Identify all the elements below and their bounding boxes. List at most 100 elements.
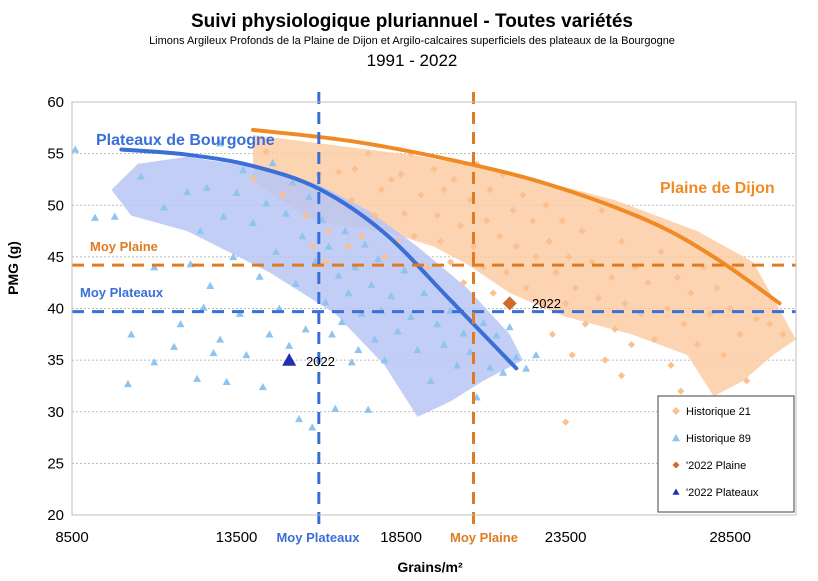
historique-89-point: [354, 345, 363, 353]
historique-89-point: [137, 172, 146, 180]
historique-21-point: [302, 211, 310, 220]
legend-marker-historique-89: [672, 434, 680, 442]
legend-entry-label: '2022 Plateaux: [686, 487, 759, 499]
historique-89-point: [505, 323, 514, 331]
historique-89-point: [150, 263, 159, 271]
historique-89-point: [522, 364, 531, 372]
historique-21-point: [766, 320, 774, 328]
historique-89-point: [426, 376, 435, 384]
plateaux-2022-label: 2022: [306, 354, 335, 369]
historique-21-point: [469, 242, 478, 251]
historique-89-point: [324, 242, 333, 250]
chart-subtitle: Limons Argileux Profonds de la Plaine de…: [149, 35, 675, 47]
historique-89-point: [364, 405, 373, 413]
historique-89-point: [295, 414, 304, 423]
historique-21-point: [486, 186, 494, 194]
historique-89-point: [453, 361, 462, 369]
historique-21-point: [397, 170, 405, 178]
historique-21-point: [450, 175, 458, 184]
historique-89-point: [291, 279, 300, 287]
series-2022: [282, 296, 517, 366]
legend-entry-label: Historique 89: [686, 433, 751, 445]
historique-89-point: [400, 266, 409, 274]
historique-21-point: [371, 211, 379, 220]
moy-plaine-pmg-label: Moy Plaine: [90, 239, 158, 254]
historique-21-point: [726, 304, 734, 313]
historique-89-point: [202, 183, 211, 191]
historique-89-point: [262, 199, 271, 207]
moy-plateaux-grains-label: Moy Plateaux: [276, 530, 360, 545]
historique-89-point: [281, 209, 290, 217]
historique-21-point: [502, 268, 510, 276]
historique-89-point: [265, 330, 274, 338]
historique-21-point: [423, 263, 432, 271]
historique-21-point: [358, 232, 366, 240]
historique-89-point: [512, 353, 521, 361]
historique-21-point: [588, 258, 596, 266]
plateaux-trend-curve: [119, 147, 519, 371]
historique-89-point: [170, 342, 179, 350]
historique-21-point: [460, 279, 468, 287]
historique-21-point: [430, 165, 438, 173]
y-tick-label: 50: [47, 197, 64, 214]
historique-21-point: [657, 248, 665, 256]
y-tick-label: 20: [47, 507, 64, 524]
historique-21-point: [621, 299, 629, 307]
historique-21-point: [532, 253, 540, 261]
historique-21-point: [325, 227, 333, 235]
historique-21-point: [344, 242, 353, 251]
historique-21-point: [598, 206, 606, 215]
historique-89-point: [321, 298, 330, 306]
plaine-curve-label: Plaine de Dijon: [660, 180, 775, 197]
historique-21-point: [279, 191, 287, 199]
historique-89-point: [344, 289, 353, 297]
y-tick-label: 25: [47, 455, 64, 472]
historique-89-point: [439, 340, 448, 348]
plaine-2022-label: 2022: [532, 296, 561, 311]
plaine-trend-curve: [251, 127, 782, 306]
historique-21-point: [611, 325, 619, 333]
historique-21-point: [677, 387, 685, 395]
historique-89-point: [387, 292, 396, 300]
historique-89-point: [413, 345, 422, 353]
historique-89-point: [367, 280, 376, 288]
plaine-band: [253, 135, 796, 397]
historique-21-point: [334, 168, 343, 176]
historique-89-point: [337, 317, 346, 326]
historique-89-point: [341, 227, 350, 235]
historique-89-point: [176, 319, 185, 328]
historique-89-point: [258, 382, 267, 391]
historique-21-point: [433, 211, 441, 220]
historique-21-point: [650, 335, 659, 344]
x-tick-label: 13500: [216, 529, 258, 546]
historique-89-point: [123, 379, 132, 388]
historique-21-point: [529, 217, 537, 225]
y-tick-label: 35: [47, 352, 64, 369]
historique-89-point: [288, 178, 297, 186]
historique-21-point: [779, 330, 787, 338]
historique-21-point: [673, 273, 682, 282]
historique-89-point: [275, 304, 284, 312]
historique-89-point: [334, 271, 343, 279]
y-tick-label: 40: [47, 301, 64, 318]
legend-entry-label: Historique 21: [686, 406, 751, 418]
historique-89-point: [239, 166, 248, 174]
historique-89-point: [351, 263, 360, 271]
historique-89-point: [327, 330, 336, 338]
historique-21-point: [581, 320, 589, 328]
historique-89-point: [209, 348, 218, 357]
y-tick-label: 60: [47, 94, 64, 111]
historique-21-point: [542, 201, 550, 209]
historique-21-point: [410, 232, 418, 240]
historique-21-point: [456, 222, 464, 230]
historique-89-point: [308, 423, 317, 431]
historique-21-point: [483, 217, 491, 225]
historique-21-point: [351, 165, 359, 173]
historique-21-point: [519, 191, 527, 199]
historique-89-point: [216, 139, 225, 147]
historique-21-point: [377, 186, 385, 194]
historique-21-point: [617, 237, 626, 245]
historique-21-point: [539, 299, 547, 307]
historique-89-point: [360, 240, 369, 248]
